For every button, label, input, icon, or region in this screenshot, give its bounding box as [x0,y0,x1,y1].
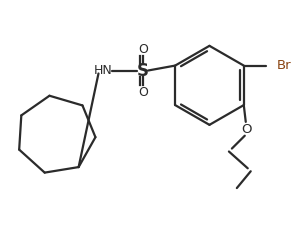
Text: O: O [242,123,252,136]
Text: Br: Br [276,59,291,72]
Text: S: S [137,61,149,79]
Text: O: O [138,43,148,56]
Text: HN: HN [94,64,113,77]
Text: O: O [138,86,148,99]
